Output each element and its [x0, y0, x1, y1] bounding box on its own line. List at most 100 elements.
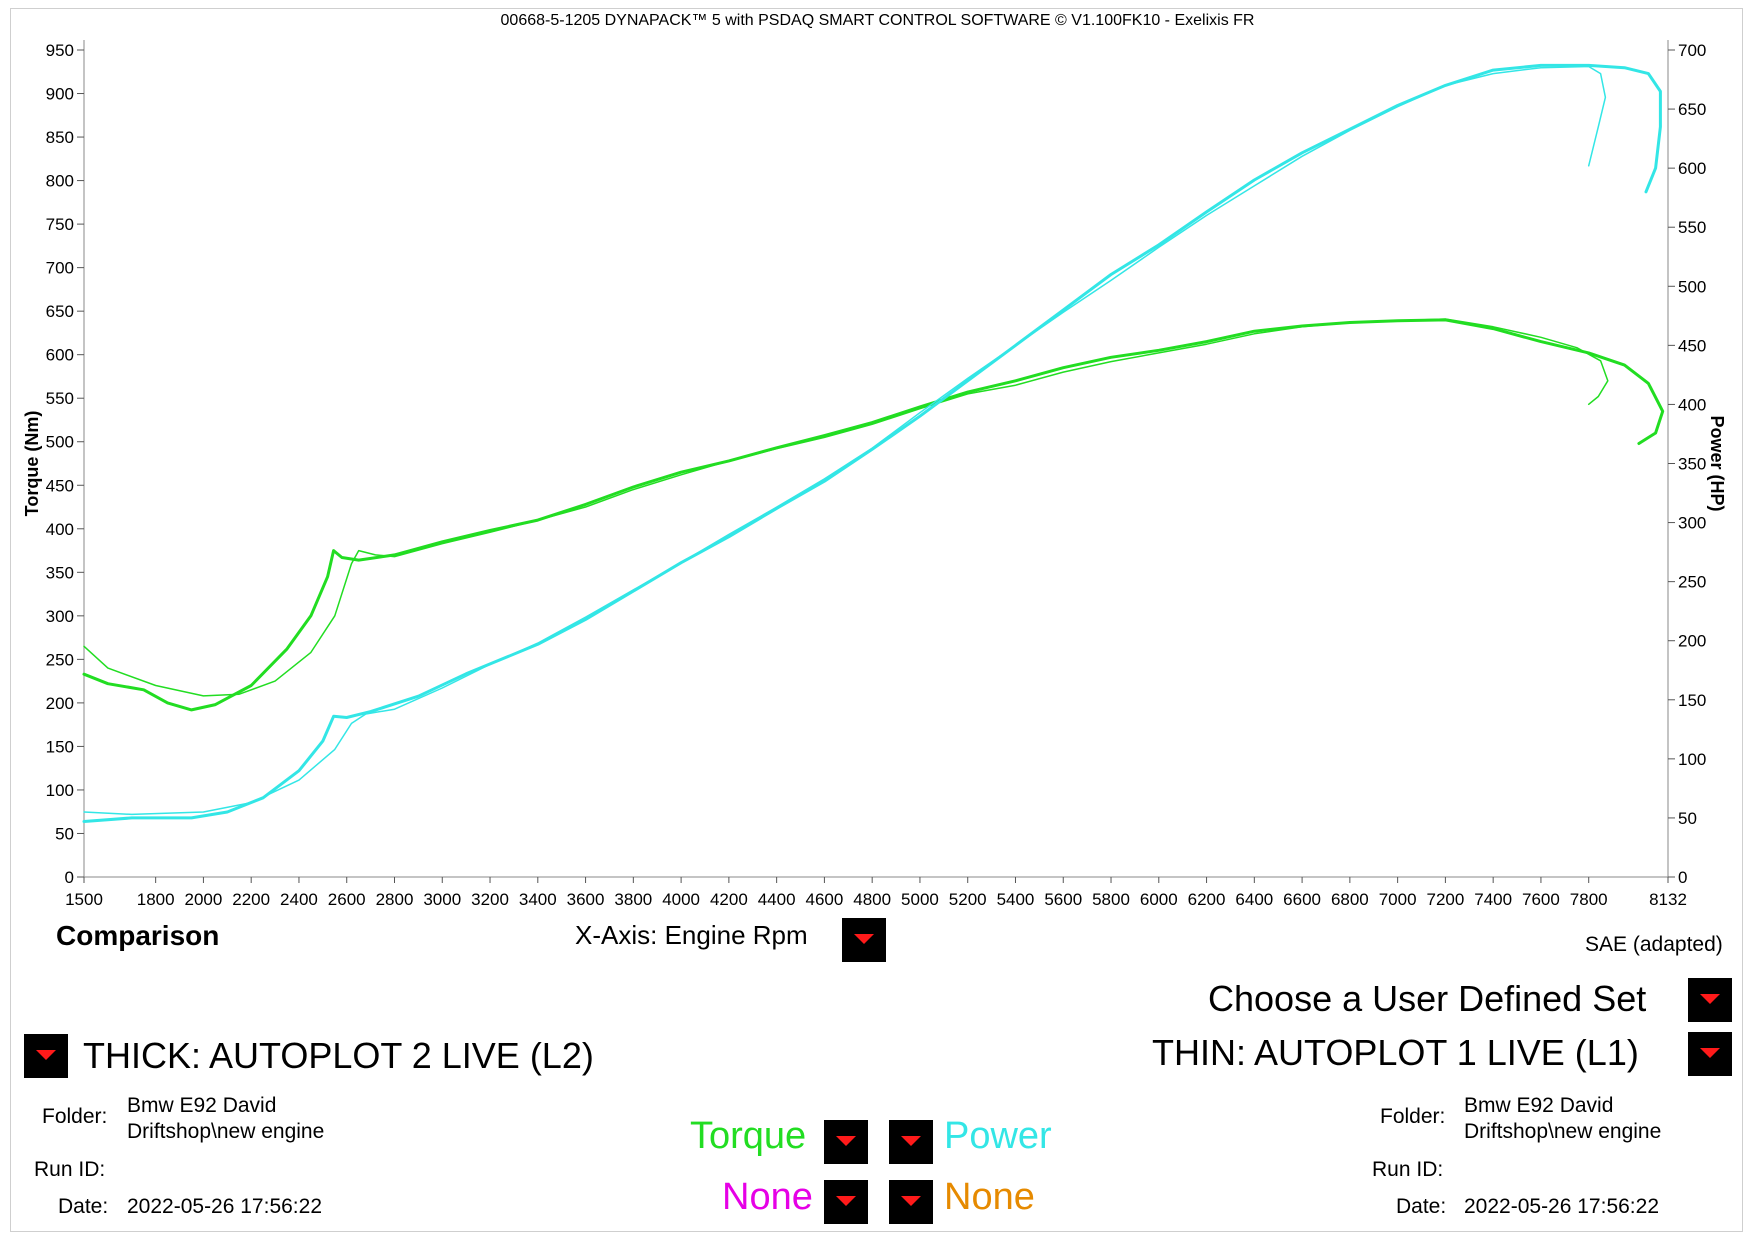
left-tick-label: 200	[46, 694, 74, 713]
channel-power-dropdown-button[interactable]	[889, 1120, 933, 1164]
left-folder-line1: Bmw E92 David	[127, 1094, 277, 1117]
right-tick-label: 700	[1678, 41, 1706, 60]
left-tick-label: 850	[46, 128, 74, 147]
x-tick-label: 7200	[1426, 890, 1464, 909]
x-tick-label: 3000	[423, 890, 461, 909]
channel-none1-dropdown-button[interactable]	[824, 1180, 868, 1224]
dyno-chart: 0501001502002503003504004505005506006507…	[22, 40, 1727, 909]
right-tick-label: 150	[1678, 691, 1706, 710]
x-tick-label: 3200	[471, 890, 509, 909]
x-tick-label: 4600	[805, 890, 843, 909]
left-tick-label: 150	[46, 737, 74, 756]
x-tick-label: 3400	[519, 890, 557, 909]
torque-thin-series-line	[83, 318, 1609, 697]
right-folder-label: Folder:	[1380, 1105, 1446, 1128]
channel-none2-label: None	[944, 1176, 1035, 1218]
x-tick-label: 2000	[185, 890, 223, 909]
left-tick-label: 450	[46, 476, 74, 495]
x-tick-label: 5000	[901, 890, 939, 909]
torque-thick-series-line	[82, 318, 1665, 712]
right-tick-label: 500	[1678, 277, 1706, 296]
right-axis-title: Power (HP)	[1707, 415, 1727, 511]
x-tick-label: 5200	[949, 890, 987, 909]
left-runid-label: Run ID:	[34, 1158, 106, 1181]
x-tick-label: 2600	[328, 890, 366, 909]
x-tick-label: 7800	[1570, 890, 1608, 909]
x-tick-label: 3600	[567, 890, 605, 909]
right-tick-label: 0	[1678, 868, 1687, 887]
right-tick-label: 250	[1678, 573, 1706, 592]
left-tick-label: 600	[46, 346, 74, 365]
right-tick-label: 550	[1678, 218, 1706, 237]
x-tick-label: 5600	[1044, 890, 1082, 909]
left-tick-label: 800	[46, 172, 74, 191]
window-frame	[10, 8, 1743, 1232]
x-tick-label: 7000	[1379, 890, 1417, 909]
left-tick-label: 0	[65, 868, 74, 887]
right-tick-label: 450	[1678, 336, 1706, 355]
x-tick-label: 6000	[1140, 890, 1178, 909]
channel-torque-dropdown-button[interactable]	[824, 1120, 868, 1164]
channel-power-label: Power	[944, 1115, 1052, 1157]
left-tick-label: 500	[46, 433, 74, 452]
left-tick-label: 700	[46, 259, 74, 278]
channel-none1-label: None	[722, 1176, 813, 1218]
left-tick-label: 650	[46, 302, 74, 321]
channel-none2-dropdown-button[interactable]	[889, 1180, 933, 1224]
x-tick-label: 1800	[137, 890, 175, 909]
x-tick-label: 6800	[1331, 890, 1369, 909]
channel-torque-label: Torque	[690, 1115, 807, 1157]
user-set-dropdown-button[interactable]	[1688, 978, 1732, 1022]
left-tick-label: 50	[55, 824, 74, 843]
sae-label: SAE (adapted)	[1585, 933, 1723, 956]
left-tick-label: 350	[46, 563, 74, 582]
comparison-label: Comparison	[56, 920, 220, 951]
right-tick-label: 600	[1678, 159, 1706, 178]
thick-run-dropdown-button[interactable]	[24, 1034, 68, 1078]
x-tick-label: 1500	[65, 890, 103, 909]
right-tick-label: 300	[1678, 514, 1706, 533]
x-tick-label: 4800	[853, 890, 891, 909]
power-thin-series-line	[83, 65, 1607, 816]
right-tick-label: 650	[1678, 100, 1706, 119]
x-tick-label: 6200	[1188, 890, 1226, 909]
x-tick-label: 2200	[232, 890, 270, 909]
left-tick-label: 950	[46, 41, 74, 60]
right-tick-label: 400	[1678, 395, 1706, 414]
left-date-label: Date:	[58, 1195, 109, 1218]
left-tick-label: 550	[46, 389, 74, 408]
left-tick-label: 400	[46, 520, 74, 539]
x-tick-label: 4000	[662, 890, 700, 909]
left-folder-line2: Driftshop\new engine	[127, 1120, 325, 1143]
x-tick-label: 4400	[758, 890, 796, 909]
x-tick-label: 7600	[1522, 890, 1560, 909]
left-tick-label: 300	[46, 607, 74, 626]
right-runid-label: Run ID:	[1372, 1158, 1444, 1181]
x-tick-label: 2800	[376, 890, 414, 909]
x-tick-label: 6600	[1283, 890, 1321, 909]
x-tick-label: 7400	[1474, 890, 1512, 909]
thin-run-dropdown-button[interactable]	[1688, 1032, 1732, 1076]
thick-run-label: THICK: AUTOPLOT 2 LIVE (L2)	[83, 1035, 594, 1076]
x-tick-label: 5400	[997, 890, 1035, 909]
right-tick-label: 100	[1678, 750, 1706, 769]
x-tick-label: 8132	[1649, 890, 1687, 909]
x-tick-label: 6400	[1235, 890, 1273, 909]
x-tick-label: 5800	[1092, 890, 1130, 909]
left-tick-label: 900	[46, 85, 74, 104]
thin-run-label: THIN: AUTOPLOT 1 LIVE (L1)	[1152, 1032, 1639, 1073]
right-date-value: 2022-05-26 17:56:22	[1464, 1195, 1659, 1218]
x-axis-label: X-Axis: Engine Rpm	[575, 920, 808, 950]
power-thick-series-line	[82, 63, 1662, 823]
user-set-label: Choose a User Defined Set	[1208, 978, 1647, 1019]
x-tick-label: 2400	[280, 890, 318, 909]
right-tick-label: 50	[1678, 809, 1697, 828]
x-tick-label: 4200	[710, 890, 748, 909]
right-folder-line2: Driftshop\new engine	[1464, 1120, 1662, 1143]
left-tick-label: 100	[46, 781, 74, 800]
left-tick-label: 250	[46, 650, 74, 669]
left-tick-label: 750	[46, 215, 74, 234]
right-date-label: Date:	[1396, 1195, 1447, 1218]
left-axis-title: Torque (Nm)	[22, 411, 42, 517]
x-axis-dropdown-button[interactable]	[842, 918, 886, 962]
